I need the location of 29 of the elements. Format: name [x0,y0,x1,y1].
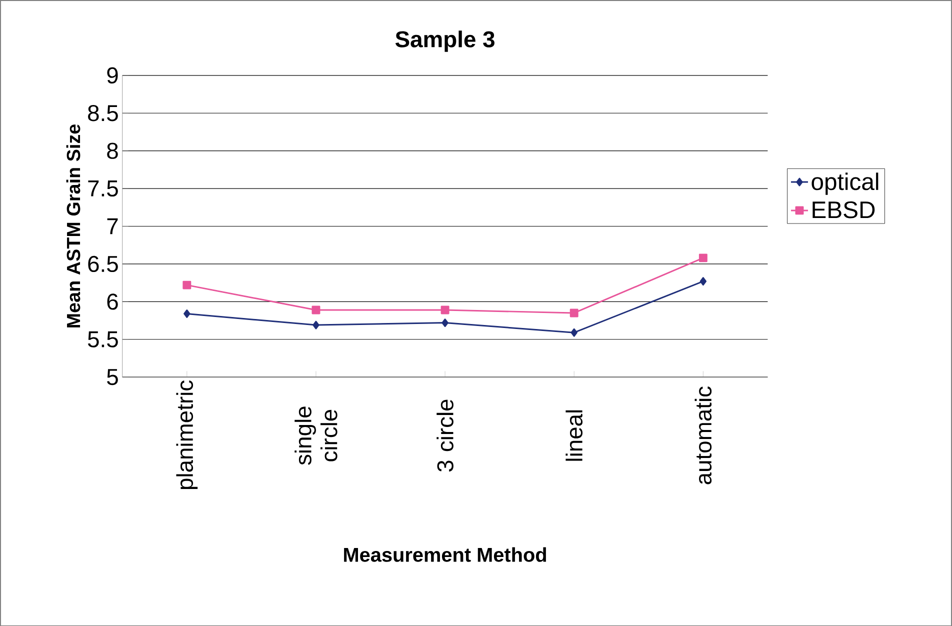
chart-title: Sample 3 [395,30,494,52]
point [442,318,448,327]
y-tick-label: 5 [107,368,118,385]
x-tick-label: automatic [694,386,712,484]
point [182,280,192,290]
point [700,276,707,286]
x-tick-label: 3 circle [436,400,454,472]
y-tick-label: 8.5 [88,104,118,122]
y-tick-label: 7.5 [88,180,118,196]
legend-label: EBSD [812,201,875,218]
legend-label: optical [812,172,878,195]
x-tick-label: lineal [566,410,583,461]
point [312,306,320,314]
y-tick-label: 8 [107,142,118,159]
point [570,308,578,318]
y-tick-label: 6 [107,293,118,310]
x-tick-label: planimetric [176,380,198,489]
point [698,254,708,262]
y-tick-label: 7 [107,218,118,234]
y-axis-title: Mean ASTM Grain Size [66,124,80,328]
y-tick-label: 9 [107,67,118,84]
y-tick-label: 6.5 [88,256,118,272]
point [312,320,320,330]
point [570,328,578,337]
point [440,306,450,314]
x-axis-title: Measurement Method [344,547,546,562]
point [184,309,190,318]
y-tick-label: 5.5 [88,331,118,348]
x-tick-label: single circle [294,406,338,465]
